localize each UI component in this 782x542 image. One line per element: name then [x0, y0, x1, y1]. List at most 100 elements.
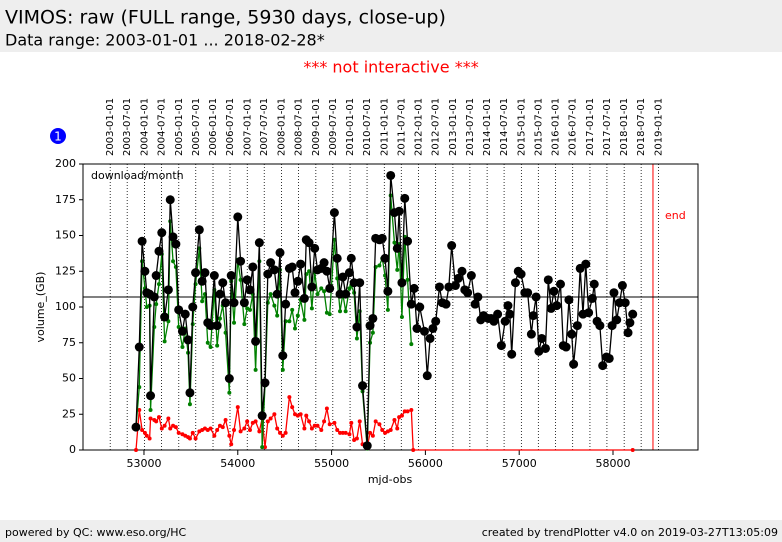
data-point — [368, 430, 373, 435]
data-point — [239, 298, 249, 308]
data-point — [260, 445, 265, 450]
data-point — [587, 293, 597, 303]
data-point — [489, 316, 499, 326]
data-point — [245, 419, 250, 424]
data-point — [463, 288, 473, 298]
data-point — [567, 329, 577, 339]
data-point — [617, 281, 627, 291]
data-point — [263, 269, 273, 279]
data-point — [280, 433, 285, 438]
data-point — [540, 343, 550, 353]
data-point — [215, 343, 220, 348]
data-point — [173, 425, 178, 430]
data-point — [561, 342, 571, 352]
data-point — [572, 321, 582, 331]
data-point — [370, 330, 375, 335]
data-point — [190, 430, 195, 435]
data-point — [227, 433, 232, 438]
data-point — [409, 283, 419, 293]
data-point — [268, 416, 273, 421]
data-point — [392, 417, 397, 422]
footer-left: powered by QC: www.eso.org/HC — [5, 526, 187, 539]
data-point — [277, 430, 282, 435]
data-point — [319, 258, 329, 268]
data-point — [569, 359, 579, 369]
data-point — [142, 430, 147, 435]
data-point — [174, 305, 184, 315]
end-label: end — [665, 209, 686, 222]
data-point — [409, 407, 414, 412]
data-point — [290, 405, 295, 410]
data-point — [394, 206, 404, 216]
data-point — [362, 441, 372, 451]
date-label: 2011-07-01 — [396, 98, 407, 156]
data-point — [589, 279, 599, 289]
data-point — [332, 420, 337, 425]
data-point — [411, 448, 416, 452]
data-point — [296, 259, 306, 269]
data-point — [510, 278, 520, 288]
data-point — [180, 309, 190, 319]
data-point — [131, 422, 141, 432]
data-point — [218, 278, 228, 288]
data-point — [242, 426, 247, 431]
data-point — [395, 426, 400, 431]
data-point — [450, 281, 460, 291]
data-point — [287, 395, 292, 400]
data-point — [283, 430, 288, 435]
date-label: 2013-01-01 — [448, 98, 459, 156]
data-point — [322, 419, 327, 424]
data-point — [281, 299, 291, 309]
date-label: 2009-07-01 — [328, 98, 339, 156]
data-point — [315, 423, 320, 428]
data-point — [272, 303, 277, 308]
date-label: 2015-07-01 — [533, 98, 544, 156]
data-point — [349, 420, 354, 425]
data-point — [357, 419, 362, 424]
data-point — [215, 427, 220, 432]
data-point — [373, 419, 378, 424]
data-point — [134, 448, 139, 452]
data-point — [208, 345, 213, 350]
data-point — [377, 422, 382, 427]
data-point — [275, 426, 280, 431]
data-point — [406, 299, 416, 309]
data-point — [505, 309, 515, 319]
data-point — [185, 388, 195, 398]
data-point — [197, 276, 207, 286]
data-point — [385, 307, 390, 312]
data-point — [200, 268, 210, 278]
data-point — [400, 193, 410, 203]
data-point — [278, 351, 288, 361]
data-point — [409, 342, 414, 347]
badge-circle — [50, 128, 66, 144]
data-point — [171, 239, 181, 249]
y-tick-label: 25 — [62, 407, 76, 420]
footer-band — [0, 520, 782, 542]
data-point — [280, 367, 285, 372]
data-point — [262, 445, 267, 450]
data-point — [612, 315, 622, 325]
date-label: 2017-01-01 — [585, 98, 596, 156]
data-point — [503, 301, 513, 311]
date-label: 2005-07-01 — [191, 98, 202, 156]
data-point — [295, 313, 300, 318]
data-point — [220, 425, 225, 430]
date-label: 2018-01-01 — [619, 98, 630, 156]
data-point — [229, 442, 234, 447]
data-point — [156, 282, 161, 287]
data-point — [428, 323, 438, 333]
data-point — [620, 298, 630, 308]
data-point — [154, 246, 164, 256]
data-point — [310, 243, 320, 253]
data-point — [275, 313, 280, 318]
data-point — [205, 340, 210, 345]
data-point — [347, 432, 352, 437]
data-point — [493, 309, 503, 319]
data-point — [146, 391, 156, 401]
date-label: 2003-01-01 — [105, 98, 116, 156]
data-point — [343, 309, 348, 314]
data-point — [322, 266, 332, 276]
y-tick-label: 200 — [55, 157, 76, 170]
data-point — [235, 405, 240, 410]
